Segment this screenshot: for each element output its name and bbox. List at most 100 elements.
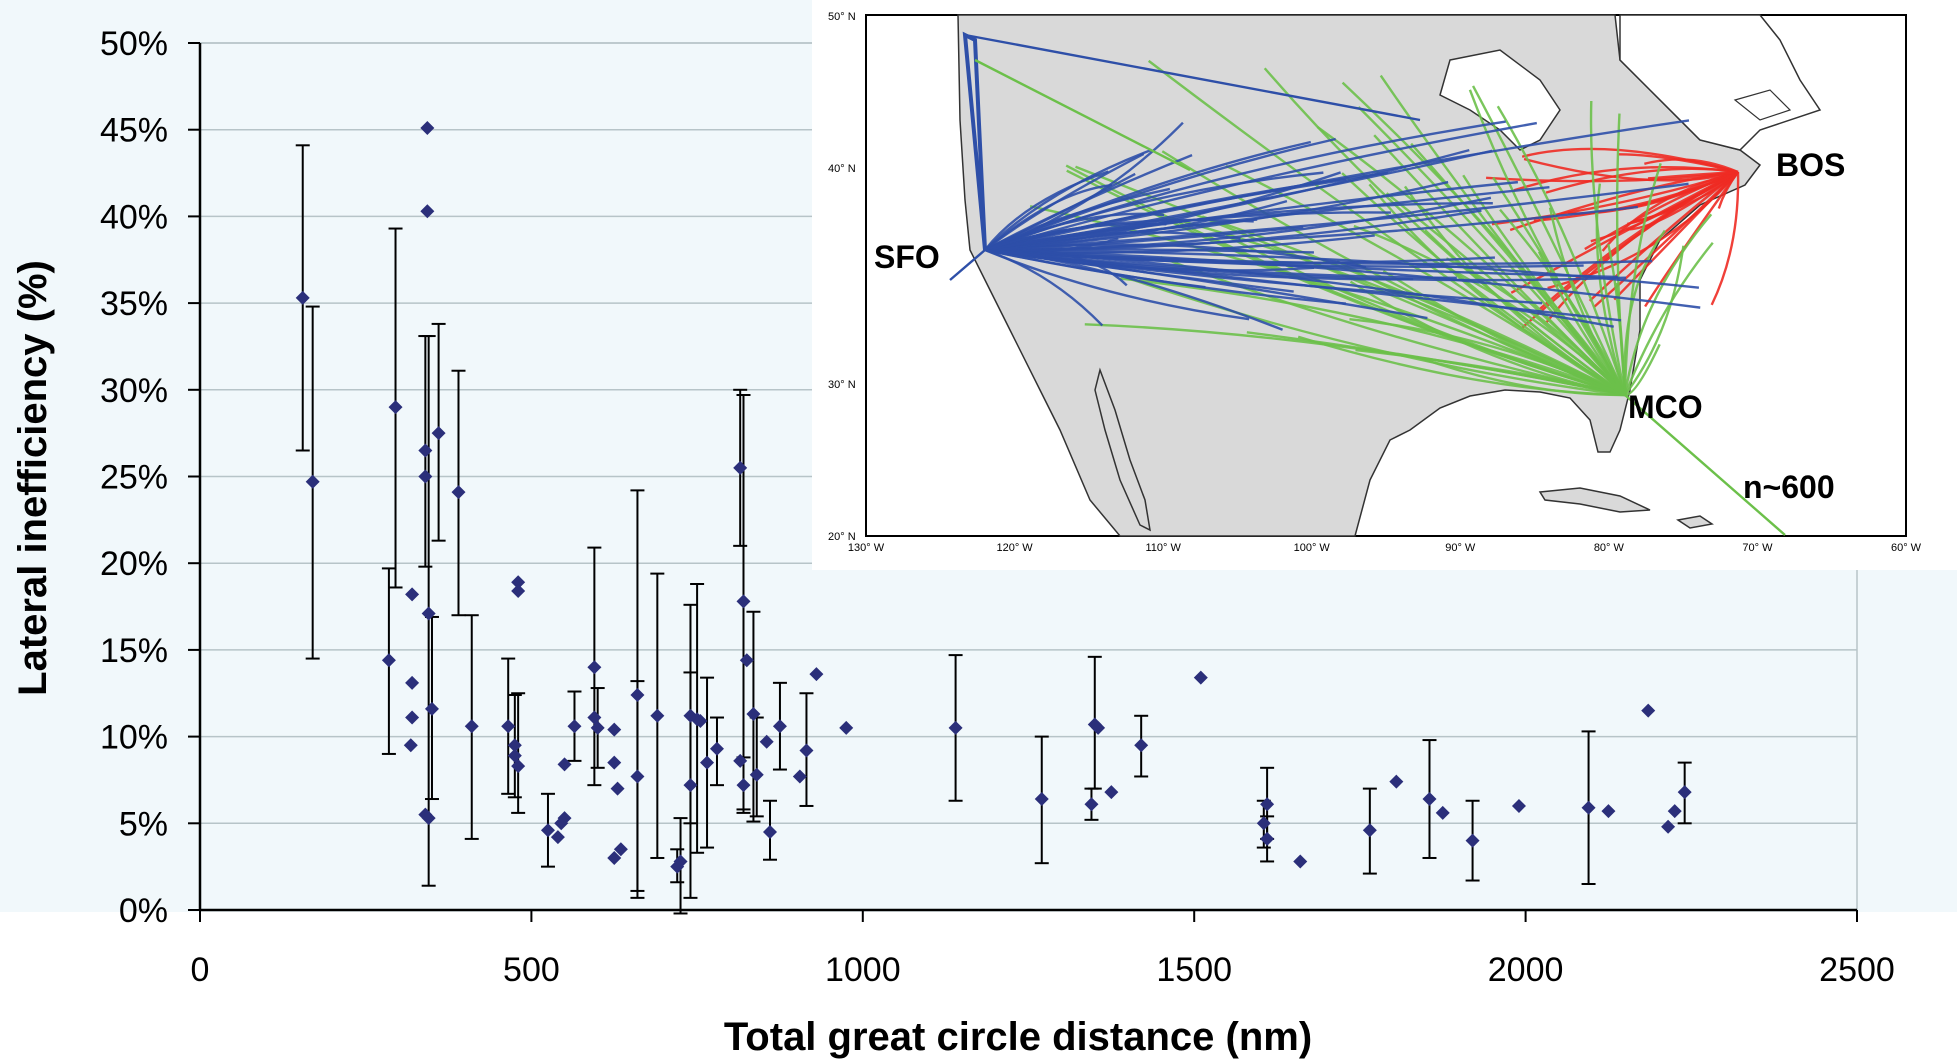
longitude-tick-label: 60° W [1891,542,1922,554]
data-point [749,767,764,782]
x-axis-title: Total great circle distance (nm) [724,1015,1312,1059]
latitude-tick-label: 40° N [828,163,856,175]
data-point [607,850,622,865]
longitude-tick-label: 90° W [1445,542,1476,554]
data-point [746,707,761,722]
data-point [1260,831,1275,846]
latitude-tick-label: 20° N [828,531,856,543]
data-point [736,594,751,609]
latitude-tick-label: 50° N [828,11,856,23]
data-point [630,769,645,784]
data-point [511,575,526,590]
data-point [420,204,435,219]
data-point [610,781,625,796]
data-point [809,667,824,682]
data-point [424,701,439,716]
data-point [1260,797,1275,812]
data-point [388,400,403,415]
data-point [507,738,522,753]
data-point [693,713,708,728]
data-point [1104,785,1119,800]
data-point [405,675,420,690]
data-point [709,741,724,756]
y-tick-label: 40% [100,198,168,236]
data-point [839,720,854,735]
sfo-label: SFO [874,239,940,275]
data-point [420,120,435,135]
latitude-tick-label: 30° N [828,379,856,391]
x-tick-label: 1000 [825,951,901,989]
data-point [1435,805,1450,820]
sample-count-label: n~600 [1743,469,1835,505]
data-point [1084,797,1099,812]
x-tick-label: 1500 [1156,951,1232,989]
y-tick-label: 0% [119,892,168,930]
data-point [1465,833,1480,848]
sfo-routes [984,119,1701,331]
y-tick-labels: 0% 5% 10% 15% 20% 25% 30% 35% 40% 45% 50% [100,25,168,930]
data-point [550,830,565,845]
data-point [683,778,698,793]
data-point [650,708,665,723]
data-point [511,759,526,774]
y-tick-label: 5% [119,805,168,843]
data-point [700,755,715,770]
data-point [733,460,748,475]
data-point [1511,798,1526,813]
data-point [507,748,522,763]
data-point [464,719,479,734]
data-point [759,734,774,749]
error-bar [630,680,645,892]
y-tick-label: 35% [100,285,168,323]
data-point [1667,804,1682,819]
y-tick-label: 15% [100,632,168,670]
data-point [613,842,628,857]
y-tick-label: 20% [100,545,168,583]
data-point [763,824,778,839]
data-point [1256,816,1271,831]
data-point [431,426,446,441]
data-point [799,743,814,758]
data-point [1677,785,1692,800]
mco-label: MCO [1628,389,1703,425]
data-point [501,719,516,734]
data-point [1422,792,1437,807]
data-point [557,811,572,826]
data-point [305,474,320,489]
x-tick-labels: 0 500 1000 1500 2000 2500 [191,951,1895,989]
x-tick-label: 500 [503,951,560,989]
data-point [381,653,396,668]
data-point [1601,804,1616,819]
data-point [1091,720,1106,735]
data-point [733,753,748,768]
data-point [792,769,807,784]
data-point [673,854,688,869]
y-tick-label: 50% [100,25,168,63]
data-point [1034,792,1049,807]
longitude-tick-label: 130° W [848,542,885,554]
y-tick-label: 30% [100,372,168,410]
data-point [1293,854,1308,869]
data-markers [295,120,1692,874]
data-point [1362,823,1377,838]
data-point [405,587,420,602]
x-tick-label: 0 [191,951,210,989]
flight-routes [949,31,1786,536]
y-axis-title: Lateral inefficiency (%) [11,260,55,696]
data-point [590,720,605,735]
data-point [739,653,754,668]
x-tick-label: 2500 [1819,951,1895,989]
longitude-tick-label: 120° W [996,542,1033,554]
data-point [630,687,645,702]
longitude-tick-label: 100° W [1294,542,1331,554]
data-point [1389,774,1404,789]
data-point [1193,670,1208,685]
longitude-tick-label: 110° W [1145,542,1181,554]
longitude-tick-label: 70° W [1742,542,1773,554]
axes [198,43,1858,922]
data-point [1134,738,1149,753]
data-point [1641,703,1656,718]
y-tick-label: 45% [100,112,168,150]
